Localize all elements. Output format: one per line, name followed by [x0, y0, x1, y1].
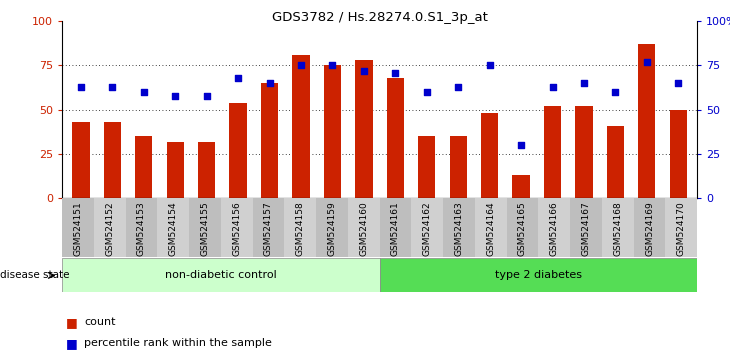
Text: disease state: disease state: [0, 270, 69, 280]
Text: ■: ■: [66, 337, 77, 350]
Text: GSM524157: GSM524157: [264, 201, 273, 256]
Bar: [221, 198, 253, 257]
Text: ■: ■: [66, 316, 77, 329]
Text: GSM524158: GSM524158: [296, 201, 304, 256]
Bar: [253, 198, 285, 257]
Bar: [418, 136, 435, 198]
Bar: [666, 198, 697, 257]
Point: [169, 93, 181, 98]
Bar: [475, 198, 507, 257]
Text: GSM524170: GSM524170: [677, 201, 685, 256]
Text: GSM524153: GSM524153: [137, 201, 146, 256]
Bar: [198, 142, 215, 198]
Bar: [166, 142, 184, 198]
Bar: [481, 113, 499, 198]
Bar: [285, 198, 316, 257]
Text: GSM524162: GSM524162: [423, 201, 431, 256]
Point: [264, 80, 275, 86]
Point: [326, 63, 338, 68]
Point: [75, 84, 87, 90]
Bar: [669, 110, 687, 198]
Bar: [570, 198, 602, 257]
Text: count: count: [84, 317, 115, 327]
Bar: [602, 198, 634, 257]
Text: GSM524166: GSM524166: [550, 201, 558, 256]
Bar: [261, 83, 278, 198]
Bar: [104, 122, 121, 198]
Point: [610, 89, 621, 95]
Point: [390, 70, 402, 75]
Point: [484, 63, 496, 68]
Text: GSM524152: GSM524152: [105, 201, 114, 256]
Bar: [575, 106, 593, 198]
Point: [358, 68, 369, 74]
Point: [672, 80, 684, 86]
Bar: [356, 60, 372, 198]
Bar: [380, 198, 412, 257]
Bar: [380, 258, 697, 292]
Text: GSM524154: GSM524154: [169, 201, 177, 256]
Text: GDS3782 / Hs.28274.0.S1_3p_at: GDS3782 / Hs.28274.0.S1_3p_at: [272, 11, 488, 24]
Bar: [450, 136, 467, 198]
Point: [201, 93, 212, 98]
Bar: [512, 175, 530, 198]
Point: [641, 59, 653, 65]
Point: [295, 63, 307, 68]
Bar: [72, 122, 90, 198]
Point: [547, 84, 558, 90]
Text: GSM524165: GSM524165: [518, 201, 527, 256]
Bar: [607, 126, 624, 198]
Text: GSM524159: GSM524159: [328, 201, 337, 256]
Point: [515, 142, 527, 148]
Bar: [229, 103, 247, 198]
Point: [138, 89, 150, 95]
Bar: [539, 198, 570, 257]
Text: type 2 diabetes: type 2 diabetes: [495, 270, 582, 280]
Text: GSM524156: GSM524156: [232, 201, 241, 256]
Text: GSM524164: GSM524164: [486, 201, 495, 256]
Bar: [507, 198, 539, 257]
Bar: [544, 106, 561, 198]
Bar: [292, 55, 310, 198]
Text: GSM524155: GSM524155: [201, 201, 210, 256]
Text: GSM524160: GSM524160: [359, 201, 368, 256]
Bar: [387, 78, 404, 198]
Bar: [189, 198, 221, 257]
Bar: [62, 258, 380, 292]
Text: non-diabetic control: non-diabetic control: [165, 270, 277, 280]
Text: GSM524161: GSM524161: [391, 201, 400, 256]
Point: [421, 89, 433, 95]
Bar: [443, 198, 475, 257]
Point: [578, 80, 590, 86]
Bar: [412, 198, 443, 257]
Text: GSM524167: GSM524167: [582, 201, 591, 256]
Bar: [62, 198, 93, 257]
Text: GSM524168: GSM524168: [613, 201, 622, 256]
Bar: [126, 198, 158, 257]
Bar: [93, 198, 126, 257]
Bar: [158, 198, 189, 257]
Text: percentile rank within the sample: percentile rank within the sample: [84, 338, 272, 348]
Bar: [324, 65, 341, 198]
Text: GSM524169: GSM524169: [645, 201, 654, 256]
Point: [107, 84, 118, 90]
Point: [453, 84, 464, 90]
Text: GSM524151: GSM524151: [74, 201, 82, 256]
Bar: [135, 136, 153, 198]
Point: [232, 75, 244, 81]
Bar: [348, 198, 380, 257]
Bar: [638, 44, 656, 198]
Text: GSM524163: GSM524163: [455, 201, 464, 256]
Bar: [634, 198, 666, 257]
Bar: [316, 198, 348, 257]
